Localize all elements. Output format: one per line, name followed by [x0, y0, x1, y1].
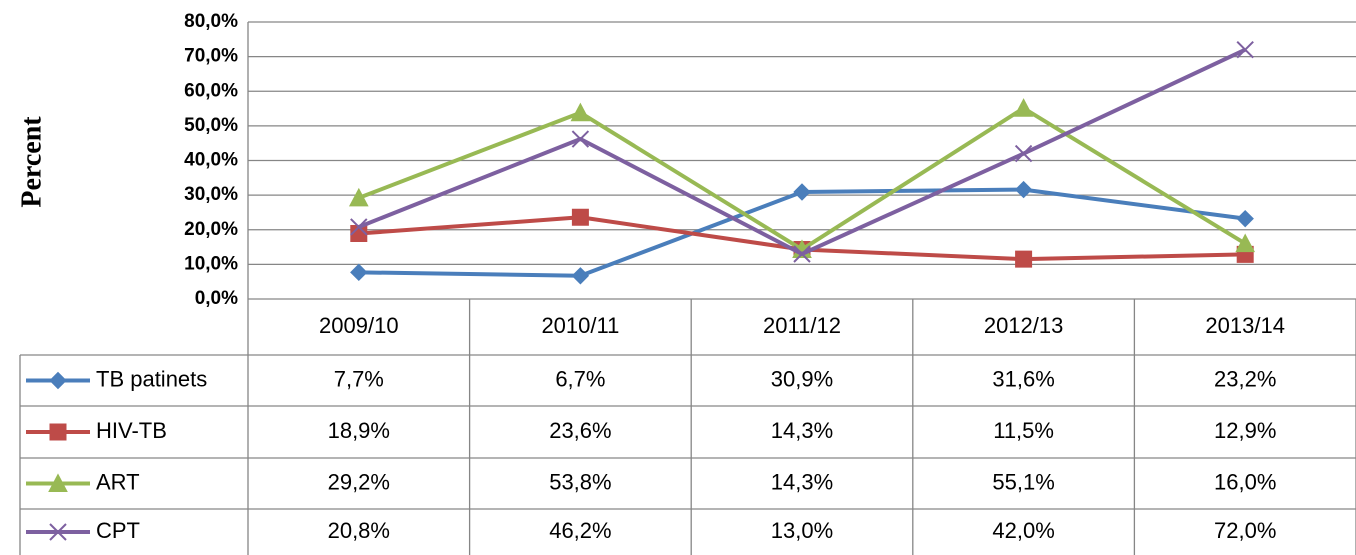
marker	[1013, 98, 1034, 117]
x-tick-label: 2013/14	[1205, 313, 1285, 338]
marker	[1014, 144, 1033, 163]
x-tick-label: 2010/11	[541, 313, 619, 338]
y-tick-label: 80,0%	[184, 11, 238, 32]
table-cell: 53,8%	[549, 469, 611, 494]
y-tick-label: 40,0%	[184, 150, 238, 171]
marker	[348, 187, 369, 207]
table-cell: 7,7%	[334, 366, 384, 391]
x-tick-label: 2011/12	[763, 313, 841, 338]
table-cell: 55,1%	[992, 469, 1054, 494]
marker	[570, 102, 591, 122]
legend-marker	[49, 371, 67, 390]
table-cell: 13,0%	[771, 518, 833, 543]
marker	[350, 263, 368, 282]
y-tick-label: 20,0%	[184, 219, 238, 240]
marker	[793, 183, 811, 201]
y-tick-label: 60,0%	[184, 80, 238, 101]
y-tick-label: 0,0%	[195, 288, 238, 309]
marker	[1235, 233, 1256, 253]
legend-label: ART	[96, 469, 140, 494]
table-cell: 14,3%	[771, 418, 833, 443]
legend-label: CPT	[96, 518, 140, 543]
legend-label: TB patinets	[96, 366, 207, 391]
y-tick-label: 10,0%	[184, 253, 238, 274]
y-tick-label: 50,0%	[184, 115, 238, 136]
marker	[350, 218, 368, 236]
table-cell: 23,6%	[549, 418, 611, 443]
table-cell: 31,6%	[992, 366, 1054, 391]
marker	[571, 267, 590, 285]
marker	[1015, 250, 1033, 268]
table-cell: 30,9%	[771, 366, 833, 391]
table-cell: 11,5%	[993, 418, 1054, 443]
legend-marker	[49, 423, 67, 441]
x-tick-label: 2012/13	[984, 313, 1064, 338]
table-cell: 14,3%	[771, 469, 833, 494]
table-cell: 46,2%	[549, 518, 611, 543]
table-cell: 6,7%	[555, 366, 605, 391]
x-tick-label: 2009/10	[319, 313, 399, 338]
table-cell: 29,2%	[328, 469, 390, 494]
table-cell: 20,8%	[328, 518, 390, 543]
table-cell: 23,2%	[1214, 366, 1276, 391]
marker	[793, 245, 811, 263]
legend-label: HIV-TB	[96, 418, 167, 443]
marker	[571, 130, 590, 148]
marker	[1236, 40, 1254, 59]
y-tick-label: 30,0%	[184, 184, 238, 205]
series-line	[358, 187, 1246, 278]
legend-marker	[49, 523, 67, 541]
table-cell: 42,0%	[992, 518, 1054, 543]
y-tick-label: 70,0%	[184, 46, 238, 67]
table-cell: 18,9%	[328, 418, 390, 443]
table-cell: 72,0%	[1214, 518, 1276, 543]
table-cell: 16,0%	[1214, 469, 1276, 494]
y-axis-title: Percent	[16, 116, 47, 208]
series-line	[358, 106, 1247, 252]
legend-marker	[48, 473, 68, 492]
marker	[1236, 209, 1254, 228]
marker	[571, 208, 589, 226]
table-cell: 12,9%	[1214, 418, 1276, 443]
marker	[1014, 180, 1033, 199]
